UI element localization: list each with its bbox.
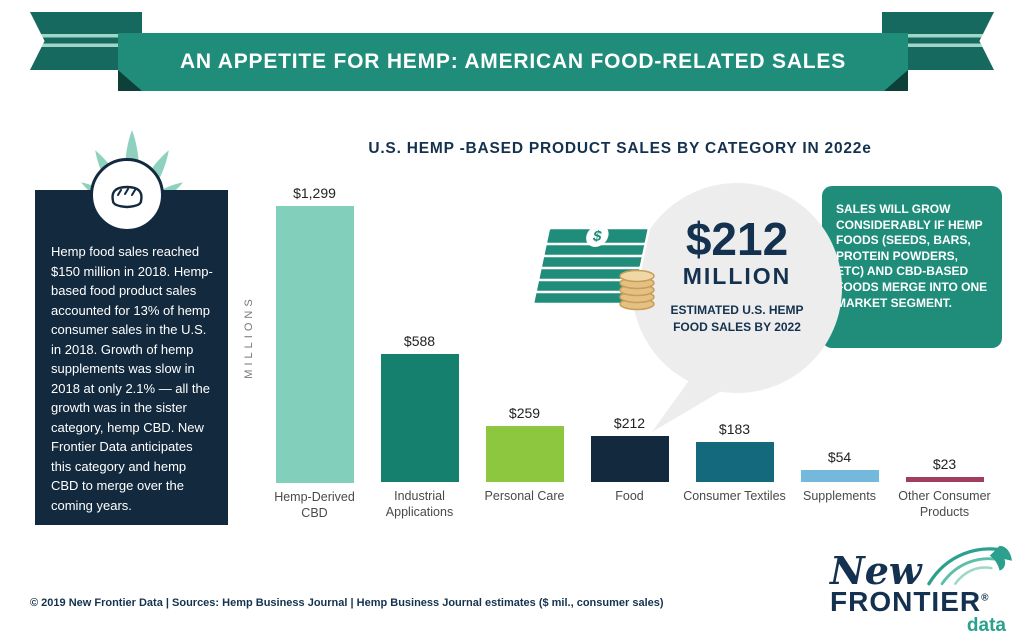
growth-note: SALES WILL GROW CONSIDERABLY IF HEMP FOO… (822, 186, 1002, 348)
bar-category-label: Hemp-Derived CBD (274, 489, 355, 521)
bar (590, 436, 669, 482)
bar-category-label: Food (615, 489, 644, 503)
banner-title: AN APPETITE FOR HEMP: AMERICAN FOOD-RELA… (118, 33, 908, 91)
bar-value-label: $183 (718, 421, 751, 437)
bar-group: $23 Other Consumer Products (892, 185, 997, 532)
bar-value-label: $54 (827, 449, 852, 465)
bread-badge (90, 158, 164, 232)
sidebar-note: Hemp food sales reached $150 million in … (35, 190, 228, 525)
bar-group: $54 Supplements (787, 185, 892, 532)
bar (275, 206, 354, 483)
bar-group: $183 Consumer Textiles (682, 185, 787, 532)
bread-icon (111, 185, 143, 209)
bar (380, 354, 459, 482)
callout-amount: $212 (685, 213, 789, 265)
callout-bubble: $212 MILLION ESTIMATED U.S. HEMP FOOD SA… (632, 183, 842, 393)
logo-word-new: New (830, 548, 922, 593)
bar-group: $1,299 Hemp-Derived CBD (262, 185, 367, 532)
registered-mark: ® (981, 592, 990, 604)
bar-category-label: Other Consumer Products (898, 489, 991, 520)
logo-word-frontier: FRONTIER® (830, 586, 990, 617)
bar-value-label: $212 (613, 415, 646, 431)
bar (485, 426, 564, 482)
bar (800, 470, 879, 482)
new-frontier-data-logo: New FRONTIER® data (830, 538, 1014, 637)
bar-category-label: Consumer Textiles (683, 489, 786, 503)
bar (905, 477, 984, 482)
bar (695, 442, 774, 482)
bar-value-label: $23 (932, 456, 957, 472)
footer-credits: © 2019 New Frontier Data | Sources: Hemp… (30, 597, 664, 609)
bar-category-label: Industrial Applications (385, 489, 454, 520)
bar-group: $259 Personal Care (472, 185, 577, 532)
bar-category-label: Supplements (803, 489, 876, 503)
horse-logo-icon (926, 545, 1012, 586)
logo-word-data: data (966, 615, 1006, 636)
bar-chart: $1,299 Hemp-Derived CBD $588 Industrial App… (262, 185, 998, 532)
bar-value-label: $259 (508, 405, 541, 421)
bar-group: $212 Food (577, 185, 682, 532)
callout-caption: ESTIMATED U.S. HEMP FOOD SALES BY 2022 (670, 303, 804, 335)
chart-title: U.S. HEMP -BASED PRODUCT SALES BY CATEGO… (368, 140, 872, 157)
bar-category-label: Personal Care (484, 489, 565, 503)
bar-value-label: $588 (403, 333, 436, 349)
bar-value-label: $1,299 (293, 185, 336, 201)
callout-unit: MILLION (682, 263, 792, 290)
money-cash-icon: $ (531, 225, 655, 311)
bar-group: $588 Industrial Applications (367, 185, 472, 532)
y-axis-label: MILLIONS (243, 295, 255, 379)
